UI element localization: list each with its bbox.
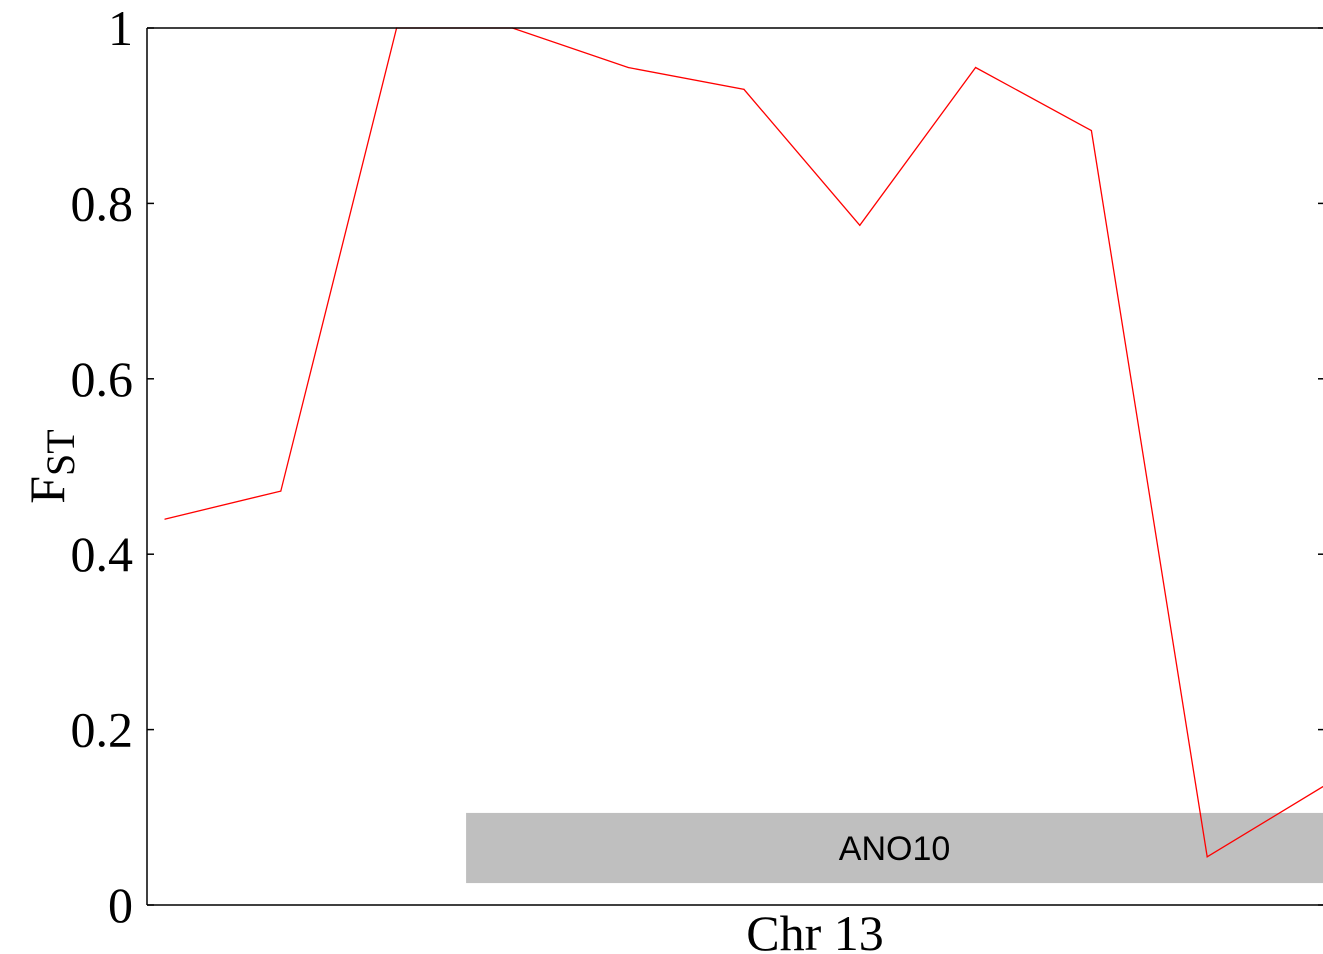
fst-series-line: [164, 27, 1323, 858]
fst-data-point: [627, 66, 629, 69]
fst-data-point: [1206, 856, 1208, 858]
y-tick-label: 1: [108, 0, 133, 56]
y-tick-label: 0: [108, 877, 133, 933]
fst-data-point: [975, 66, 977, 69]
fst-data-point: [1090, 130, 1092, 132]
fst-data-point: [859, 224, 861, 226]
y-axis-label: FST: [19, 429, 83, 504]
series-layer: [164, 27, 1323, 858]
y-axis-label-subscript: ST: [38, 429, 83, 476]
y-ticks: 0 0.2 0.4 0.6 0.8 1: [71, 0, 1323, 933]
y-tick-label: 0.8: [71, 175, 134, 231]
fst-data-point: [164, 518, 166, 520]
y-tick-label: 0.6: [71, 351, 134, 407]
x-axis-label: Chr 13: [746, 905, 884, 954]
axes: [146, 27, 1323, 906]
y-tick-label: 0.2: [71, 702, 134, 758]
y-tick-label: 0.4: [71, 526, 134, 582]
fst-data-point: [280, 490, 282, 492]
annotations-layer: ANO10: [466, 812, 1323, 884]
axis-labels: Chr 13 FST: [19, 429, 884, 954]
gene-region-box: [466, 812, 1323, 884]
fst-data-point: [743, 88, 745, 90]
gene-region-label: ANO10: [839, 830, 951, 868]
y-axis-label-main: F: [19, 476, 75, 504]
